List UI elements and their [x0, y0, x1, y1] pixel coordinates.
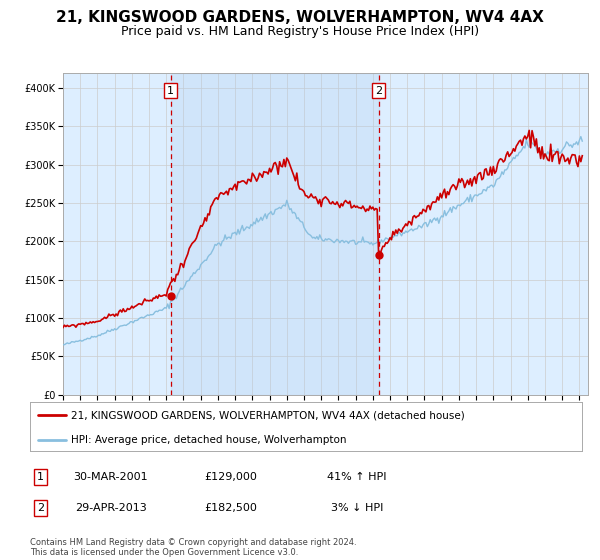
- Text: 1: 1: [167, 86, 174, 96]
- Text: HPI: Average price, detached house, Wolverhampton: HPI: Average price, detached house, Wolv…: [71, 435, 347, 445]
- Text: Contains HM Land Registry data © Crown copyright and database right 2024.
This d: Contains HM Land Registry data © Crown c…: [30, 538, 356, 557]
- Text: 2: 2: [375, 86, 382, 96]
- Text: 41% ↑ HPI: 41% ↑ HPI: [327, 472, 387, 482]
- Text: £182,500: £182,500: [205, 503, 257, 513]
- Text: 21, KINGSWOOD GARDENS, WOLVERHAMPTON, WV4 4AX (detached house): 21, KINGSWOOD GARDENS, WOLVERHAMPTON, WV…: [71, 410, 465, 421]
- Bar: [170, 73, 379, 395]
- Text: 2: 2: [37, 503, 44, 513]
- Text: 21, KINGSWOOD GARDENS, WOLVERHAMPTON, WV4 4AX: 21, KINGSWOOD GARDENS, WOLVERHAMPTON, WV…: [56, 10, 544, 25]
- Text: 3% ↓ HPI: 3% ↓ HPI: [331, 503, 383, 513]
- Text: 1: 1: [37, 472, 44, 482]
- Text: 29-APR-2013: 29-APR-2013: [75, 503, 147, 513]
- Text: £129,000: £129,000: [205, 472, 257, 482]
- Text: 30-MAR-2001: 30-MAR-2001: [74, 472, 148, 482]
- Text: Price paid vs. HM Land Registry's House Price Index (HPI): Price paid vs. HM Land Registry's House …: [121, 25, 479, 38]
